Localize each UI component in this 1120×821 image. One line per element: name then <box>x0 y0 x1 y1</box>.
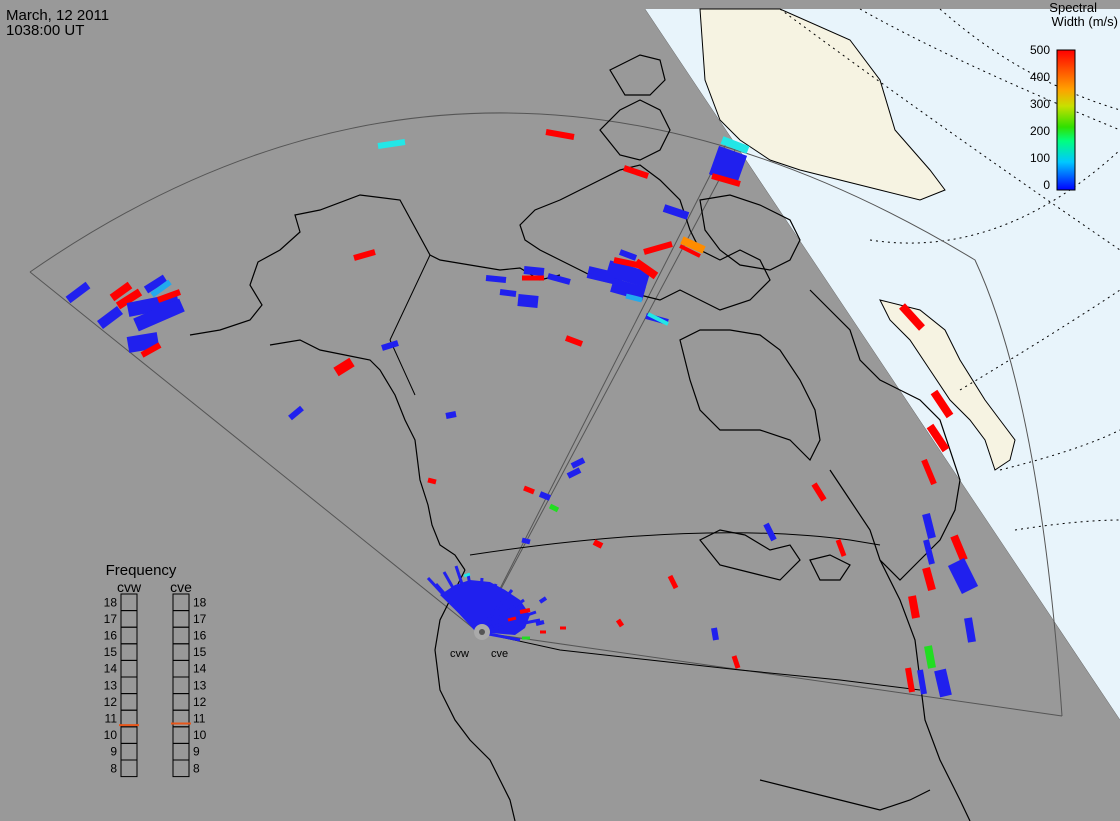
frequency-tick: 11 <box>193 712 206 726</box>
frequency-panel: Frequency cvw cve 18 17 16 15 14 13 12 11 10 9 8 18… <box>104 562 207 778</box>
near-range-fan <box>426 565 566 642</box>
colorbar-gradient <box>1056 49 1076 191</box>
frequency-cell <box>172 759 190 778</box>
frequency-radar-cve: cve <box>170 579 192 595</box>
date-label: March, 12 2011 <box>6 7 110 24</box>
colorbar-title-line2: Width (m/s) <box>1052 14 1118 29</box>
frequency-tick: 14 <box>193 662 207 676</box>
frequency-tick: 8 <box>193 761 200 775</box>
frequency-tick: 8 <box>110 761 117 775</box>
frequency-tick: 9 <box>110 745 117 759</box>
colorbar-tick: 500 <box>1030 43 1050 57</box>
frequency-tick: 13 <box>193 678 207 692</box>
time-label: 1038:00 UT <box>6 22 85 39</box>
frequency-tick: 17 <box>193 612 207 626</box>
site-label-cve: cve <box>491 648 508 660</box>
colorbar-tick: 300 <box>1030 97 1050 111</box>
frequency-tick: 10 <box>193 728 207 742</box>
scatter-returns <box>65 129 979 698</box>
colorbar-title-line1: Spectral <box>1049 0 1097 15</box>
radar-field-of-view <box>29 112 1063 717</box>
frequency-tick: 18 <box>104 595 118 609</box>
colorbar-tick: 100 <box>1030 151 1050 165</box>
frequency-tick: 16 <box>193 629 207 643</box>
colorbar-tick: 0 <box>1043 178 1050 192</box>
frequency-tick: 15 <box>193 645 207 659</box>
terminator-line <box>644 8 1120 721</box>
labrador-coast-land <box>879 299 1016 471</box>
frequency-tick: 18 <box>193 595 207 609</box>
political-boundaries <box>389 254 921 691</box>
frequency-tick: 12 <box>104 695 118 709</box>
latitude-grid <box>779 8 1120 531</box>
coastlines <box>189 54 971 821</box>
colorbar-tick: 200 <box>1030 124 1050 138</box>
frequency-tick: 9 <box>193 745 200 759</box>
frequency-tick: 15 <box>104 645 118 659</box>
frequency-radar-cvw: cvw <box>117 579 142 595</box>
frequency-tick: 16 <box>104 629 118 643</box>
greenland-landmass <box>699 8 946 201</box>
frequency-tick: 13 <box>104 678 118 692</box>
frequency-tick: 11 <box>105 712 118 726</box>
colorbar-tick: 400 <box>1030 70 1050 84</box>
frequency-title: Frequency <box>106 562 177 579</box>
frequency-cell <box>120 759 138 778</box>
site-label-cvw: cvw <box>450 648 469 660</box>
spectral-width-colorbar: Spectral Width (m/s) 500 400 300 200 100… <box>1030 0 1118 192</box>
frequency-tick: 10 <box>104 728 118 742</box>
frequency-tick: 17 <box>104 612 118 626</box>
frequency-tick: 14 <box>104 662 118 676</box>
timestamp-header: March, 12 2011 1038:00 UT <box>6 8 109 38</box>
frequency-tick: 12 <box>193 695 207 709</box>
